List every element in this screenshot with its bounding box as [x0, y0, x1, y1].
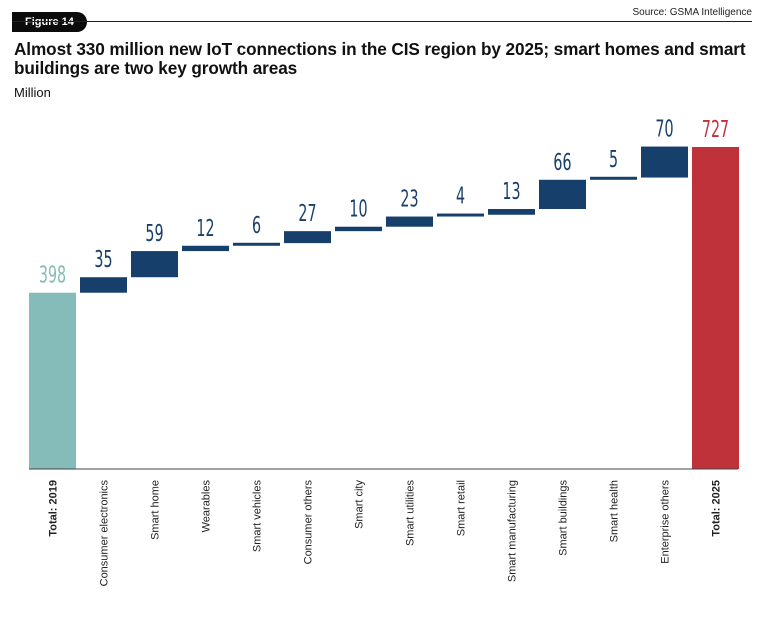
bar-smart-utilities — [386, 216, 433, 227]
source-note: Source: GSMA Intelligence — [632, 7, 752, 18]
value-label: 70 — [655, 115, 673, 143]
value-label: 10 — [349, 195, 367, 223]
value-label: 23 — [400, 185, 418, 213]
bar-wearables — [182, 245, 229, 252]
category-label: Smart health — [609, 480, 621, 542]
value-label: 27 — [298, 200, 316, 228]
category-label: Consumer others — [303, 480, 315, 565]
category-label: Total: 2019 — [48, 480, 60, 537]
bar-smart-manufacturing — [488, 209, 535, 215]
category-label: Smart buildings — [558, 480, 570, 556]
chart-value-labels: 398 35 59 12 6 27 10 23 4 13 66 5 70 727 — [39, 115, 729, 289]
value-label: 12 — [196, 214, 214, 242]
bar-smart-buildings — [539, 179, 586, 210]
bar-smart-retail — [437, 213, 484, 217]
bar-smart-vehicles — [233, 242, 280, 246]
value-label: 398 — [39, 261, 66, 289]
category-label: Smart retail — [456, 480, 468, 536]
chart-category-labels: Total: 2019 Consumer electronics Smart hom… — [48, 480, 723, 587]
figure-badge: Figure 14 — [12, 12, 87, 32]
value-label: 4 — [456, 182, 465, 210]
bar-total-2025 — [692, 147, 739, 469]
bar-total-2019 — [29, 292, 76, 469]
unit-label: Million — [14, 85, 51, 100]
value-label: 6 — [252, 211, 261, 239]
bar-smart-city — [335, 226, 382, 232]
category-label: Smart utilities — [405, 480, 417, 547]
category-label: Wearables — [201, 480, 213, 533]
value-label: 59 — [145, 219, 163, 247]
value-label: 66 — [553, 148, 571, 176]
chart-title: Almost 330 million new IoT connections i… — [14, 39, 746, 78]
bar-consumer-others — [284, 231, 331, 244]
value-label: 35 — [94, 246, 112, 274]
category-label: Total: 2025 — [711, 480, 723, 537]
header-rule — [12, 21, 752, 22]
category-label: Smart city — [354, 480, 366, 529]
category-label: Smart vehicles — [252, 480, 264, 553]
value-label: 727 — [702, 115, 729, 143]
bar-smart-home — [131, 251, 178, 278]
bar-smart-health — [590, 176, 637, 180]
category-label: Smart manufacturing — [507, 480, 519, 582]
category-label: Consumer electronics — [99, 480, 111, 587]
bar-enterprise-others — [641, 146, 688, 178]
value-label: 13 — [502, 177, 520, 205]
category-label: Smart home — [150, 480, 162, 540]
value-label: 5 — [609, 145, 618, 173]
category-label: Enterprise others — [660, 480, 672, 564]
bar-consumer-electronics — [80, 277, 127, 293]
chart-bars — [29, 146, 739, 469]
